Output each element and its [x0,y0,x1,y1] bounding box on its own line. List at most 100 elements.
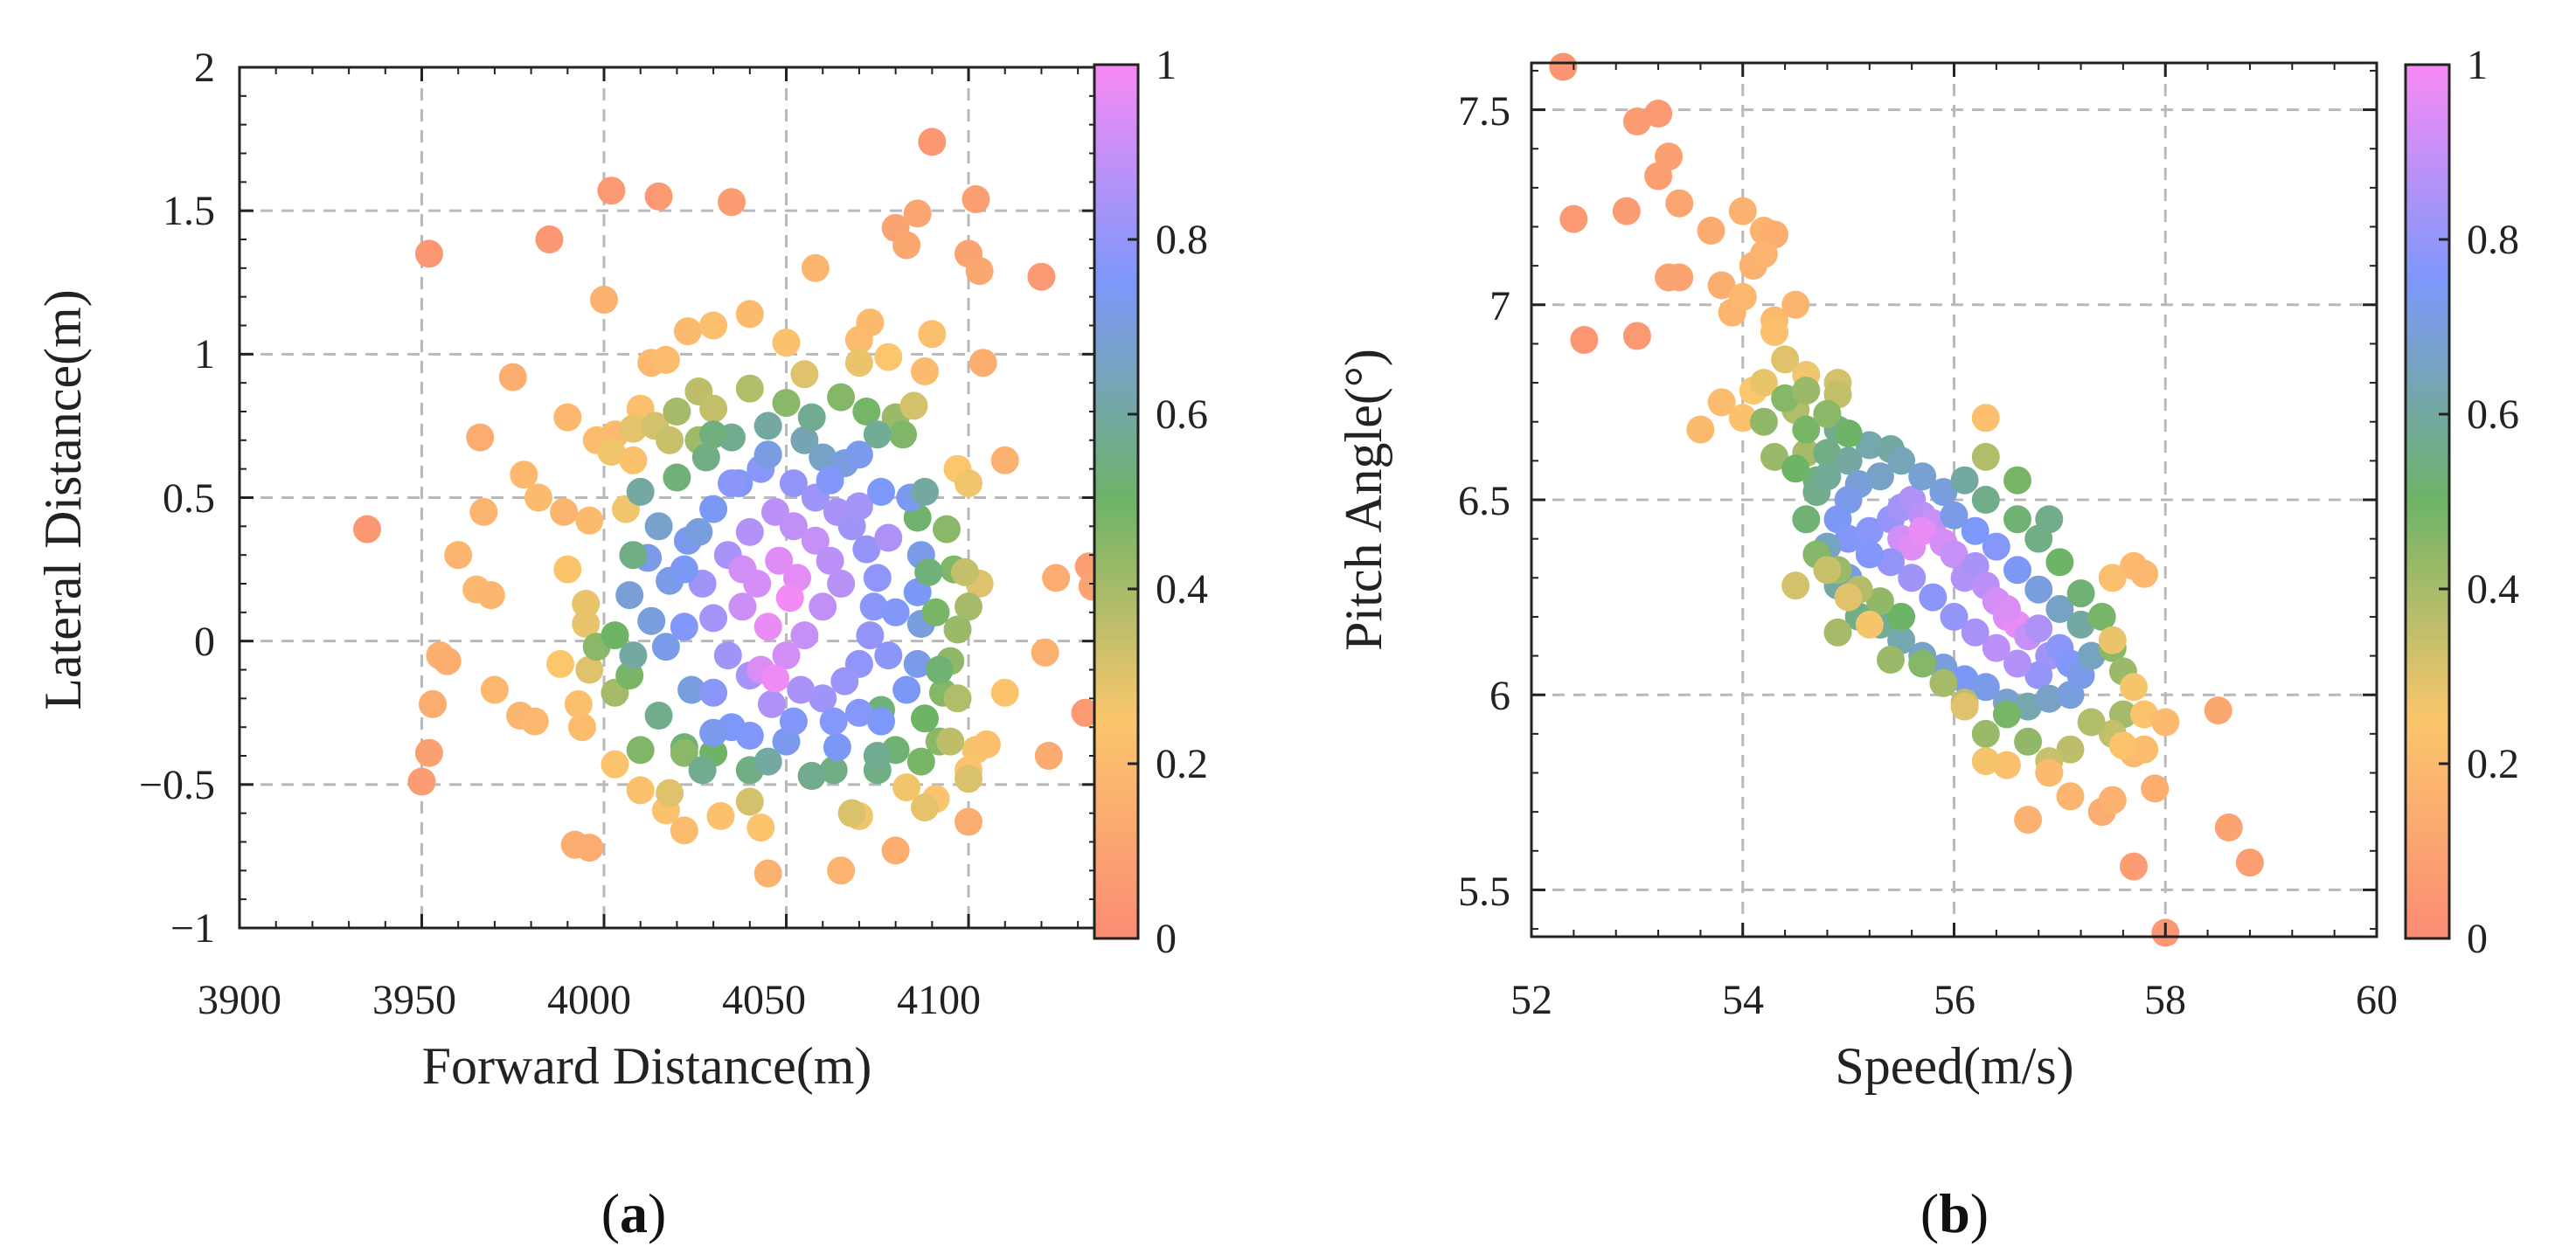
panel-a-data-point [728,555,757,584]
panel-a-data-point [673,317,702,346]
panel-b-data-point [2077,641,2106,670]
panel-a-data-point [644,182,673,211]
panel-a-data-point [575,655,604,684]
panel-a-data-point [713,641,742,670]
panel-b-points [1549,52,2264,947]
panel-a-data-point [656,779,684,807]
panel-a-data-point [797,762,826,790]
panel-b-data-point [1707,388,1736,417]
panel-b-data-point [1992,700,2021,729]
panel-a-data-point [644,702,673,730]
panel-b-data-point [1749,369,1778,398]
panel-a-data-point [699,604,728,633]
panel-b-data-point [1950,466,1979,495]
panel-a-colorbar-tick-label: 0.4 [1156,566,1208,613]
panel-b-data-point [2024,661,2053,689]
panel-a-data-point [564,689,593,718]
panel-a-data-point [892,773,921,802]
panel-a-data-point [524,483,552,512]
panel-a-data-point [969,349,997,377]
panel-a-data-point [779,469,808,498]
panel-b-data-point [2035,505,2064,534]
panel-a-data-point [735,300,764,329]
panel-b-data-point [1813,462,1842,491]
panel-b-data-point [1570,326,1599,354]
panel-a-data-point [550,497,579,526]
panel-a-data-point [921,598,950,627]
panel-a-data-point [353,515,381,543]
panel-b-x-axis-label: Speed(m/s) [1835,1037,2073,1095]
panel-a-data-point [936,727,965,756]
panel-b-data-point [1760,442,1788,471]
panel-a-ytick-label: −0.5 [139,762,215,808]
panel-a-data-point [790,621,819,650]
panel-a-data-point [889,420,917,449]
panel-a-data-point [933,515,961,543]
panel-a: 3900 3950 4000 4050 4100 −1 −0.5 0 0.5 1… [34,42,1208,1244]
panel-a-data-point [553,403,582,432]
panel-a-data-point [837,799,866,827]
panel-b-data-point [1908,462,1937,491]
panel-a-colorbar-tick-label: 0 [1156,916,1177,962]
panel-a-data-point [615,581,644,610]
panel-a-data-point [553,555,582,584]
panel-a-data-point [911,704,939,733]
panel-b-data-point [1950,692,1979,721]
panel-a-xtick-label: 3900 [198,977,281,1023]
panel-a-label-open: ( [601,1182,620,1244]
panel-b-data-point [2014,806,2043,834]
panel-a-colorbar-tick-label: 0.2 [1156,741,1208,787]
panel-a-data-point [663,398,691,426]
panel-a-data-point [498,363,527,391]
panel-b-colorbar-tick-label: 1 [2467,42,2488,88]
panel-b-data-point [1813,399,1842,428]
panel-a-data-point [955,765,982,793]
panel-b-data-point [2130,735,2159,764]
panel-b-data-point [1940,602,1968,631]
panel-b-label-open: ( [1920,1182,1939,1244]
panel-a-data-point [911,477,939,506]
panel-b-data-point [2141,774,2170,803]
panel-a-data-point [899,391,928,420]
panel-b-data-point [1992,751,2021,779]
panel-b-label: (b) [1920,1182,1989,1244]
panel-a-data-point [663,463,691,492]
panel-b-data-point [2003,505,2031,534]
panel-b-ytick-label: 5.5 [1458,869,1510,915]
panel-a-data-point [867,707,895,736]
panel-b-data-point [1813,439,1842,467]
panel-b-data-point [1887,602,1916,631]
panel-a-data-point [626,477,655,506]
panel-a-data-point [601,750,629,779]
panel-b-data-point [1665,189,1694,218]
panel-b-ytick-label: 6.5 [1458,478,1510,524]
panel-a-data-point [779,707,808,736]
panel-a-data-point [718,469,746,498]
panel-a-data-point [753,613,782,641]
panel-a-data-point [801,526,830,555]
panel-b-data-point [1781,290,1810,319]
panel-b-data-point [1855,516,1884,545]
panel-b-data-point [2098,626,2127,654]
panel-a-data-point [809,684,837,713]
panel-b-data-point [1760,318,1788,346]
panel-a-data-point [819,707,848,736]
panel-a-data-point [859,592,888,621]
panel-b-data-point [1834,583,1863,612]
panel-a-data-point [844,349,873,377]
panel-b-data-point [1971,442,2000,471]
panel-a-data-point [644,512,673,541]
panel-a-data-point [765,546,794,575]
panel-a-data-point [903,199,932,228]
panel-b-data-point [2077,708,2106,737]
panel-b-data-point [1622,322,1651,350]
panel-a-data-point [520,707,549,736]
panel-a-data-point [990,446,1019,474]
panel-b-data-point [1877,646,1905,674]
panel-a-y-axis-label: Lateral Distance(m) [34,289,92,710]
panel-a-data-point [414,738,443,767]
panel-a-data-point [761,664,789,693]
panel-a-data-point [830,667,859,696]
panel-b-ytick-label: 7 [1489,283,1510,329]
panel-b-data-point [1749,407,1778,436]
